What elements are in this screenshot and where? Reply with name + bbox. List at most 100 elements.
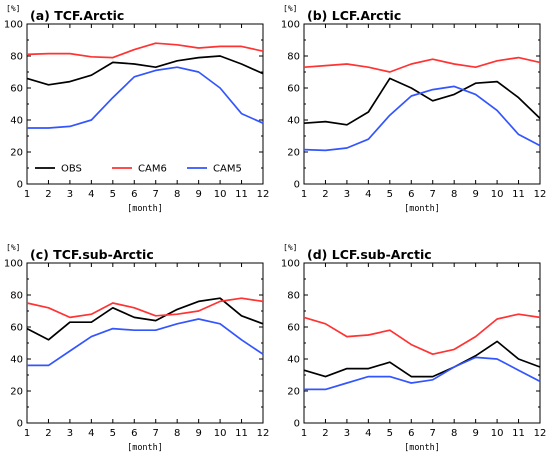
x-tick-label: 11 [512, 428, 525, 439]
x-tick-label: 8 [451, 428, 457, 439]
x-tick-label: 10 [491, 189, 504, 200]
x-tick-label: 8 [451, 189, 457, 200]
x-tick-label: 3 [344, 428, 350, 439]
plot-frame [26, 23, 264, 185]
x-tick-label: 11 [512, 189, 525, 200]
y-unit-label: [%] [283, 243, 297, 252]
y-tick-label: 40 [10, 355, 23, 366]
series-line-cam5 [27, 318, 264, 367]
y-tick-label: 80 [10, 291, 23, 302]
y-tick-label: 80 [287, 52, 300, 63]
y-tick-label: 60 [287, 84, 300, 95]
x-tick-label: 5 [387, 428, 393, 439]
x-tick-label: 2 [45, 428, 51, 439]
x-tick-label: 9 [472, 189, 478, 200]
x-tick-label: 4 [365, 428, 371, 439]
y-tick-label: 100 [4, 259, 23, 270]
x-tick-label: 2 [322, 428, 328, 439]
legend-label-obs: OBS [61, 164, 82, 175]
x-tick-label: 10 [214, 428, 227, 439]
y-tick-label: 20 [10, 148, 23, 159]
series-line-cam6 [26, 42, 264, 59]
y-tick-label: 100 [281, 20, 300, 31]
x-tick-label: 8 [174, 428, 180, 439]
y-tick-label: 60 [287, 323, 300, 334]
x-tick-label: 7 [430, 189, 436, 200]
series-line-cam6 [26, 297, 264, 319]
x-tick-label: 7 [153, 189, 159, 200]
y-unit-label: [%] [6, 243, 20, 252]
x-tick-label: 7 [153, 428, 159, 439]
chart-title: (a) TCF.Arctic [30, 8, 124, 23]
series-line-obs [303, 340, 541, 378]
y-tick-label: 80 [10, 52, 23, 63]
x-tick-label: 4 [365, 189, 371, 200]
series-line-obs [26, 297, 264, 341]
y-tick-label: 40 [10, 116, 23, 127]
y-tick-label: 40 [287, 355, 300, 366]
x-tick-label: 3 [344, 189, 350, 200]
x-tick-label: 12 [534, 428, 547, 439]
y-tick-label: 40 [287, 116, 300, 127]
series-line-obs [303, 77, 541, 126]
series-line-cam5 [27, 66, 264, 129]
series-line-cam6 [303, 313, 541, 356]
plot-frame [303, 262, 541, 424]
x-tick-label: 4 [88, 189, 94, 200]
x-tick-label: 12 [534, 189, 547, 200]
chart-title: (b) LCF.Arctic [307, 8, 401, 23]
x-tick-label: 3 [67, 189, 73, 200]
x-tick-label: 2 [45, 189, 51, 200]
x-tick-label: 6 [131, 428, 137, 439]
x-tick-label: 5 [110, 189, 116, 200]
y-tick-label: 80 [287, 291, 300, 302]
x-tick-label: 11 [235, 428, 248, 439]
legend-label-cam6: CAM6 [138, 164, 167, 175]
chart-panel-2: (b) LCF.Arctic [%] 0 20 40 60 80 100 1 2 3 4 5 6 7 8 9 10… [281, 4, 546, 214]
y-tick-label: 100 [281, 259, 300, 270]
y-tick-label: 0 [294, 180, 300, 191]
y-tick-label: 20 [287, 148, 300, 159]
x-tick-label: 3 [67, 428, 73, 439]
x-axis-label: [month] [404, 443, 440, 453]
y-unit-label: [%] [283, 4, 297, 13]
plot-frame [303, 23, 541, 185]
y-tick-label: 0 [294, 419, 300, 430]
x-tick-label: 2 [322, 189, 328, 200]
plot-frame [26, 262, 264, 424]
x-axis-label: [month] [127, 443, 163, 453]
y-tick-label: 20 [287, 387, 300, 398]
chart-title: (c) TCF.sub-Arctic [30, 247, 154, 262]
series-line-cam5 [303, 85, 541, 152]
y-tick-label: 60 [10, 84, 23, 95]
x-tick-label: 9 [195, 428, 201, 439]
x-tick-label: 5 [387, 189, 393, 200]
x-tick-label: 12 [257, 189, 270, 200]
chart-title: (d) LCF.sub-Arctic [307, 247, 432, 262]
x-tick-label: 10 [491, 428, 504, 439]
x-tick-label: 10 [214, 189, 227, 200]
x-tick-label: 9 [472, 428, 478, 439]
series-line-cam5 [304, 356, 541, 391]
x-tick-label: 1 [24, 428, 30, 439]
x-tick-label: 6 [408, 189, 414, 200]
legend-label-cam5: CAM5 [213, 164, 242, 175]
x-tick-label: 8 [174, 189, 180, 200]
x-tick-label: 6 [131, 189, 137, 200]
x-tick-label: 4 [88, 428, 94, 439]
y-tick-label: 60 [10, 323, 23, 334]
series-line-obs [26, 55, 264, 86]
x-tick-label: 6 [408, 428, 414, 439]
x-tick-label: 5 [110, 428, 116, 439]
y-tick-label: 100 [4, 20, 23, 31]
series-line-cam6 [303, 56, 541, 73]
x-axis-label: [month] [127, 204, 163, 214]
x-tick-label: 11 [235, 189, 248, 200]
y-tick-label: 0 [17, 180, 23, 191]
y-tick-label: 0 [17, 419, 23, 430]
x-tick-label: 9 [195, 189, 201, 200]
